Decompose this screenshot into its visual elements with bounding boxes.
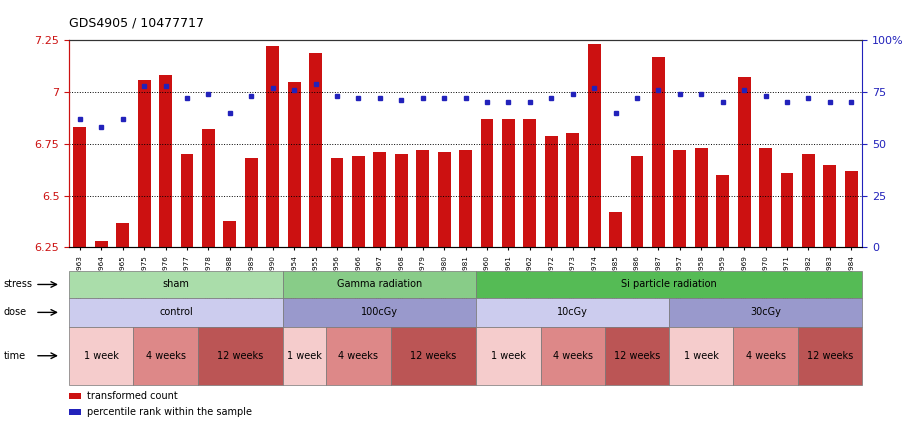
Bar — [283, 271, 477, 298]
Bar — [734, 327, 798, 385]
Text: 4 weeks: 4 weeks — [146, 351, 185, 361]
Text: GDS4905 / 10477717: GDS4905 / 10477717 — [69, 17, 204, 30]
Bar — [266, 47, 279, 247]
Text: 1 week: 1 week — [84, 351, 119, 361]
Bar — [716, 175, 729, 247]
Bar — [69, 393, 81, 398]
Text: 4 weeks: 4 weeks — [553, 351, 593, 361]
Bar — [502, 119, 514, 247]
Bar — [223, 220, 236, 247]
Text: transformed count: transformed count — [87, 391, 177, 401]
Text: 4 weeks: 4 weeks — [746, 351, 786, 361]
Text: 100cGy: 100cGy — [361, 308, 398, 317]
Bar — [781, 173, 794, 247]
Bar — [417, 150, 429, 247]
Bar — [69, 271, 283, 298]
Text: 1 week: 1 week — [684, 351, 719, 361]
Bar — [540, 327, 605, 385]
Bar — [202, 129, 215, 247]
Bar — [669, 298, 862, 327]
Text: Gamma radiation: Gamma radiation — [337, 280, 422, 289]
Bar — [477, 271, 862, 298]
Text: dose: dose — [4, 308, 27, 317]
Bar — [798, 327, 862, 385]
Bar — [116, 222, 129, 247]
Text: control: control — [160, 308, 194, 317]
Text: stress: stress — [4, 280, 32, 289]
Bar — [631, 156, 644, 247]
Text: 12 weeks: 12 weeks — [218, 351, 264, 361]
Bar — [309, 52, 322, 247]
Bar — [438, 152, 451, 247]
Bar — [245, 158, 258, 247]
Bar — [373, 152, 386, 247]
Bar — [74, 127, 87, 247]
Bar — [669, 327, 734, 385]
Bar — [288, 82, 301, 247]
Bar — [477, 298, 669, 327]
Bar — [802, 154, 815, 247]
Bar — [609, 212, 622, 247]
Bar — [395, 154, 408, 247]
Bar — [326, 327, 391, 385]
Text: time: time — [4, 351, 26, 361]
Text: 30cGy: 30cGy — [751, 308, 781, 317]
Bar — [69, 327, 134, 385]
Bar — [95, 241, 108, 247]
Bar — [160, 75, 172, 247]
Bar — [181, 154, 194, 247]
Text: 12 weeks: 12 weeks — [614, 351, 660, 361]
Bar — [134, 327, 197, 385]
Bar — [391, 327, 477, 385]
Bar — [695, 148, 708, 247]
Bar — [545, 135, 558, 247]
Bar — [283, 298, 477, 327]
Text: 4 weeks: 4 weeks — [338, 351, 378, 361]
Bar — [352, 156, 365, 247]
Bar — [759, 148, 772, 247]
Text: 1 week: 1 week — [288, 351, 323, 361]
Bar — [566, 134, 579, 247]
Bar — [480, 119, 493, 247]
Text: 10cGy: 10cGy — [557, 308, 588, 317]
Bar — [331, 158, 344, 247]
Text: 12 weeks: 12 weeks — [807, 351, 853, 361]
Text: 12 weeks: 12 weeks — [410, 351, 456, 361]
Bar — [459, 150, 472, 247]
Bar — [137, 80, 150, 247]
Bar — [197, 327, 283, 385]
Text: Si particle radiation: Si particle radiation — [621, 280, 717, 289]
Bar — [823, 165, 836, 247]
Bar — [69, 409, 81, 415]
Bar — [673, 150, 686, 247]
Bar — [845, 171, 857, 247]
Bar — [652, 57, 665, 247]
Text: percentile rank within the sample: percentile rank within the sample — [87, 407, 252, 417]
Bar — [477, 327, 540, 385]
Bar — [283, 327, 326, 385]
Bar — [738, 77, 751, 247]
Bar — [524, 119, 537, 247]
Bar — [605, 327, 669, 385]
Bar — [69, 298, 283, 327]
Bar — [587, 44, 600, 247]
Text: sham: sham — [163, 280, 190, 289]
Text: 1 week: 1 week — [491, 351, 526, 361]
